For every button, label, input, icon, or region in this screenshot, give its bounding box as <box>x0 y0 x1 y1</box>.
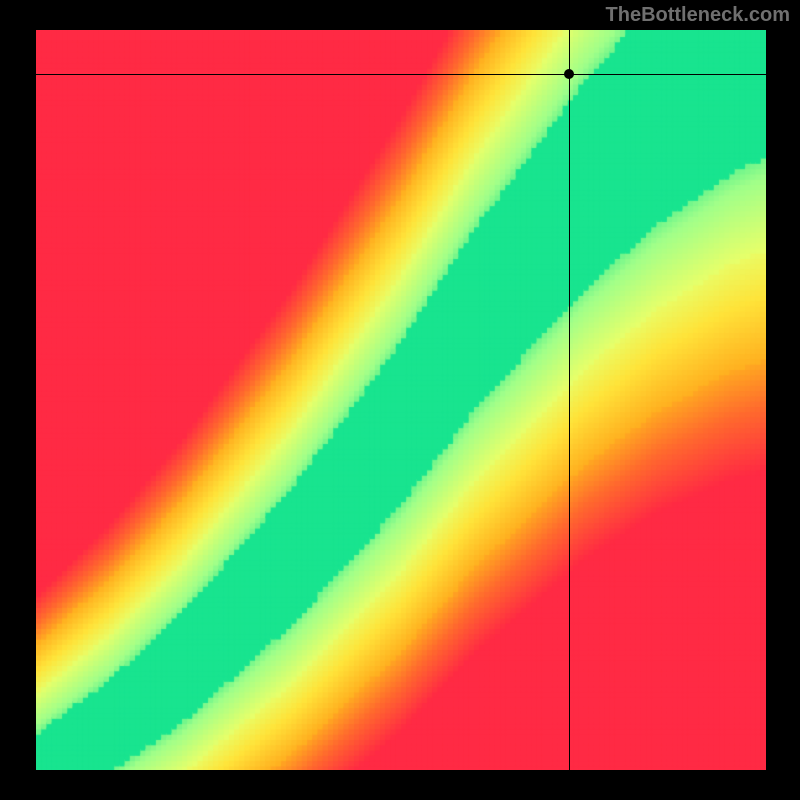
crosshair-horizontal <box>36 74 766 75</box>
crosshair-marker <box>564 69 574 79</box>
heatmap-plot <box>36 30 766 770</box>
crosshair-vertical <box>569 30 570 770</box>
heatmap-canvas <box>36 30 766 770</box>
watermark-text: TheBottleneck.com <box>606 4 790 27</box>
